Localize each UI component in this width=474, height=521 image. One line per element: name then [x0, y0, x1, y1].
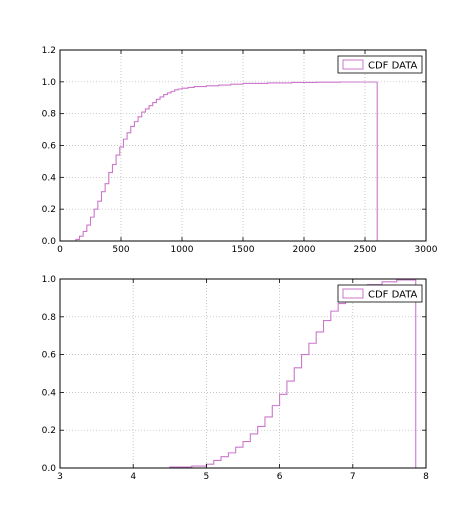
plot-area	[60, 279, 426, 468]
y-tick-label: 0.2	[42, 205, 56, 215]
y-tick-label: 0.6	[42, 351, 57, 361]
x-tick-label: 3	[57, 472, 63, 482]
x-tick-label: 7	[350, 472, 356, 482]
x-tick-label: 2500	[354, 245, 377, 255]
x-tick-label: 2000	[293, 245, 316, 255]
y-tick-label: 0.4	[42, 173, 57, 183]
legend: CDF DATA	[337, 284, 423, 303]
x-tick-label: 500	[112, 245, 129, 255]
legend-swatch	[342, 288, 364, 299]
y-tick-label: 0.6	[42, 142, 57, 152]
x-tick-label: 1000	[171, 245, 194, 255]
y-tick-label: 0.0	[42, 464, 57, 474]
legend-label: CDF DATA	[368, 61, 418, 72]
y-tick-label: 1.0	[42, 78, 57, 88]
x-tick-label: 4	[130, 472, 136, 482]
legend-swatch	[342, 59, 364, 70]
x-tick-label: 1500	[232, 245, 255, 255]
legend-label: CDF DATA	[368, 290, 418, 301]
legend: CDF DATA	[337, 55, 423, 74]
y-tick-label: 1.2	[42, 46, 56, 56]
bottom-cdf-plot: 3 4 5 6 7 8 0.0 0.2 0.4 0.6 0.8 1.0 CDF DATA	[42, 275, 429, 482]
y-tick-label: 0.8	[42, 110, 57, 120]
x-tick-label: 8	[423, 472, 429, 482]
y-tick-label: 1.0	[42, 275, 57, 285]
y-tick-label: 0.2	[42, 426, 56, 436]
x-tick-label: 3000	[415, 245, 438, 255]
y-tick-label: 0.8	[42, 313, 57, 323]
axes-frame	[59, 278, 427, 469]
x-tick-label: 0	[57, 245, 63, 255]
x-tick-label: 5	[204, 472, 210, 482]
cdf-series-line	[69, 81, 378, 242]
y-tick-label: 0.4	[42, 388, 57, 398]
top-cdf-plot: 0 500 1000 1500 2000 2500 3000 0.0 0.2 0.4 0.6 0.8 1…	[42, 46, 438, 255]
x-tick-label: 6	[277, 472, 283, 482]
y-tick-label: 0.0	[42, 237, 57, 247]
